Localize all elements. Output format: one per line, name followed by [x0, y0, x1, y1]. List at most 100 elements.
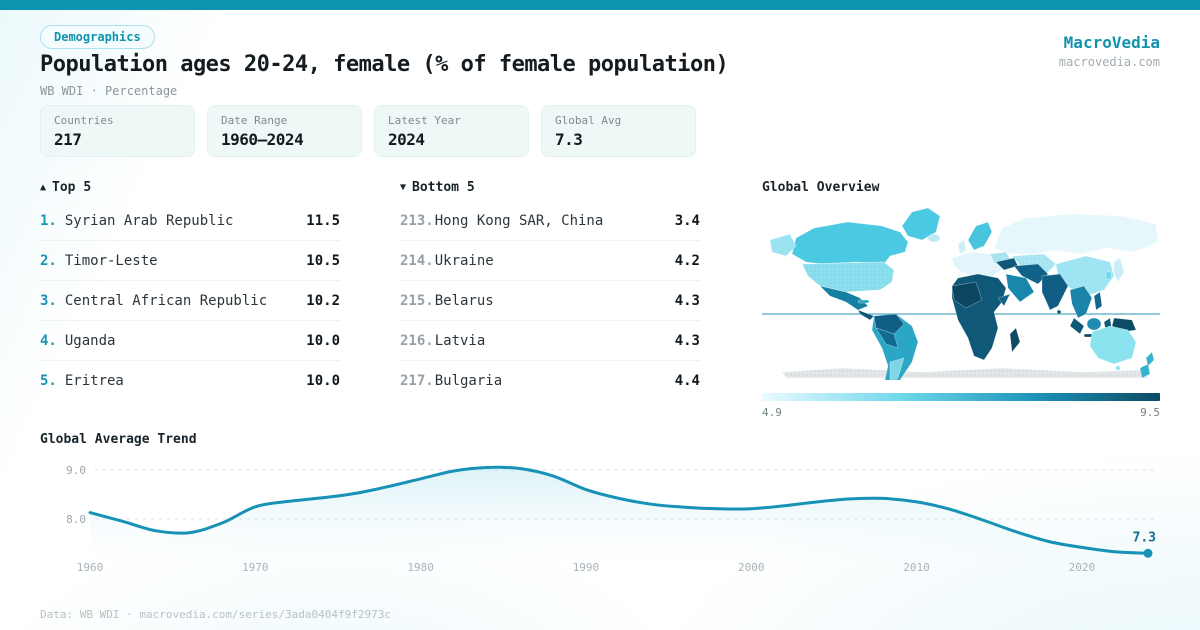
- country-value: 10.0: [306, 373, 340, 389]
- page-subtitle: WB WDI · Percentage: [40, 84, 178, 98]
- canada: [791, 221, 909, 265]
- x-axis-tick-label: 1980: [407, 561, 434, 574]
- country-name: Central African Republic: [64, 292, 268, 309]
- new-zealand-north: [1145, 351, 1155, 367]
- x-axis-tick-label: 1970: [242, 561, 269, 574]
- down-triangle-icon: ▼: [400, 182, 407, 193]
- west-africa: [951, 281, 983, 309]
- japan: [1113, 257, 1125, 283]
- arabia: [1005, 273, 1035, 303]
- alaska: [769, 233, 797, 257]
- country-value: 4.3: [674, 292, 700, 309]
- rank-number: 214.: [400, 252, 434, 269]
- y-axis-tick-label: 8.0: [66, 513, 86, 526]
- list-item: 2. Timor-Leste 10.5: [40, 241, 340, 281]
- country-value: 10.5: [306, 252, 340, 269]
- country-value: 4.3: [674, 332, 700, 349]
- mexico: [819, 285, 869, 311]
- rank-number: 1.: [40, 212, 57, 229]
- trend-end-value-label: 7.3: [1133, 530, 1156, 545]
- rank-number: 216.: [400, 332, 434, 349]
- y-axis-tick-label: 9.0: [66, 464, 86, 477]
- rank-number: 217.: [400, 373, 434, 389]
- australia: [1089, 325, 1137, 365]
- tasmania: [1115, 365, 1121, 371]
- list-item: 4. Uganda 10.0: [40, 321, 340, 361]
- iceland: [927, 233, 941, 243]
- bottom5-list: 213. Hong Kong SAR, China 3.4 214. Ukraine 4.…: [400, 201, 700, 401]
- country-name: Hong Kong SAR, China: [434, 212, 604, 229]
- stat-card-global-avg: Global Avg 7.3: [541, 105, 696, 157]
- country-name: Uganda: [64, 332, 116, 349]
- top-accent-bar: [0, 0, 1200, 10]
- global-overview-section: Global Overview: [762, 180, 1160, 419]
- borneo: [1086, 317, 1102, 331]
- stat-label: Date Range: [221, 114, 288, 127]
- legend-min-label: 4.9: [762, 406, 782, 419]
- top5-section: ▲ Top 5 1. Syrian Arab Republic 11.5 2. Timor…: [40, 180, 340, 419]
- stat-card-countries: Countries 217: [40, 105, 195, 157]
- list-item: 215. Belarus 4.3: [400, 281, 700, 321]
- list-item: 217. Bulgaria 4.4: [400, 361, 700, 401]
- europe: [951, 251, 1003, 279]
- top5-heading: ▲ Top 5: [40, 180, 340, 196]
- country-value: 10.0: [306, 332, 340, 349]
- stat-card-latest-year: Latest Year 2024: [374, 105, 529, 157]
- country-name: Bulgaria: [434, 373, 503, 389]
- footer-source-text: Data: WB WDI · macrovedia.com/series/3ad…: [40, 608, 391, 621]
- page-title: Population ages 20-24, female (% of fema…: [40, 52, 729, 77]
- country-value: 4.4: [674, 373, 700, 389]
- list-item: 216. Latvia 4.3: [400, 321, 700, 361]
- scandinavia: [967, 221, 993, 251]
- new-zealand-south: [1139, 363, 1151, 379]
- stat-label: Countries: [54, 114, 114, 127]
- stat-label: Latest Year: [388, 114, 461, 127]
- trend-line-chart: 9.0 8.0 1960 1970 1980 1990 2000 2010 2020 7.3: [66, 464, 1158, 574]
- bottom5-heading: ▼ Bottom 5: [400, 180, 700, 196]
- brand-name: MacroVedia: [1063, 33, 1160, 52]
- country-value: 3.4: [674, 212, 700, 229]
- stat-value: 217: [54, 130, 82, 149]
- korea: [1105, 271, 1112, 280]
- south-america-northwest: [873, 313, 905, 335]
- x-axis-tick-label: 2020: [1069, 561, 1096, 574]
- list-item: 3. Central African Republic 10.2: [40, 281, 340, 321]
- category-badge[interactable]: Demographics: [40, 25, 155, 49]
- country-name: Latvia: [434, 332, 486, 349]
- rank-number: 215.: [400, 292, 434, 309]
- country-value: 10.2: [306, 292, 340, 309]
- legend-max-label: 9.5: [1140, 406, 1160, 419]
- country-name: Ukraine: [434, 252, 494, 269]
- uk: [957, 239, 967, 255]
- list-item: 214. Ukraine 4.2: [400, 241, 700, 281]
- horn-of-africa: [997, 293, 1011, 307]
- stat-value: 1960—2024: [221, 130, 304, 149]
- country-name: Belarus: [434, 292, 494, 309]
- stat-value: 2024: [388, 130, 425, 149]
- country-value: 11.5: [306, 212, 340, 229]
- footer-source[interactable]: Data: WB WDI · macrovedia.com/series/3ad…: [40, 608, 391, 621]
- trend-line: [88, 465, 1150, 555]
- trend-end-dot: [1143, 548, 1153, 558]
- country-value: 4.2: [674, 252, 700, 269]
- philippines: [1093, 291, 1103, 311]
- up-triangle-icon: ▲: [40, 182, 47, 193]
- list-item: 5. Eritrea 10.0: [40, 361, 340, 401]
- sri-lanka: [1056, 309, 1062, 315]
- x-axis-tick-label: 2010: [903, 561, 930, 574]
- rank-number: 4.: [40, 332, 57, 349]
- indochina: [1069, 285, 1093, 319]
- list-item: 213. Hong Kong SAR, China 3.4: [400, 201, 700, 241]
- argentina-south: [889, 357, 905, 387]
- x-axis-tick-label: 1990: [573, 561, 600, 574]
- rank-number: 5.: [40, 373, 57, 389]
- india: [1041, 273, 1069, 311]
- top5-list: 1. Syrian Arab Republic 11.5 2. Timor-Leste 1…: [40, 201, 340, 401]
- russia: [993, 213, 1159, 255]
- sumatra: [1069, 317, 1085, 335]
- bottom5-heading-label: Bottom 5: [412, 180, 475, 195]
- trend-area-fill: [90, 467, 1148, 568]
- brand-link[interactable]: MacroVedia macrovedia.com: [1059, 33, 1160, 69]
- x-axis-tick-label: 1960: [77, 561, 104, 574]
